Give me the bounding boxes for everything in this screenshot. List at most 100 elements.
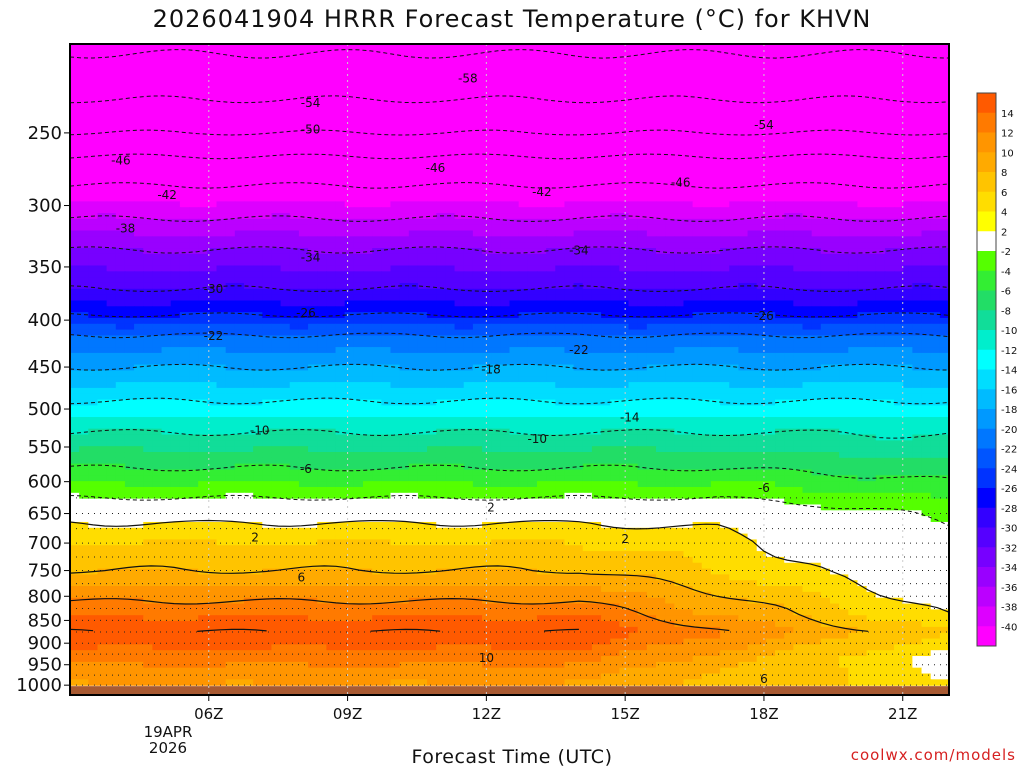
temperature-cell <box>179 236 190 243</box>
temperature-cell <box>170 265 181 272</box>
temperature-cell <box>637 306 648 313</box>
temperature-cell <box>518 143 529 150</box>
temperature-cell <box>427 113 437 121</box>
temperature-cell <box>317 125 327 133</box>
temperature-cell <box>738 265 749 272</box>
temperature-cell <box>637 224 648 232</box>
temperature-cell <box>381 253 392 261</box>
temperature-cell <box>381 323 392 331</box>
temperature-cell <box>491 125 501 133</box>
temperature-cell <box>848 143 859 150</box>
temperature-cell <box>253 160 263 168</box>
temperature-cell <box>610 108 620 115</box>
temperature-cell <box>536 282 547 290</box>
temperature-cell <box>280 125 291 133</box>
temperature-cell <box>179 148 190 156</box>
temperature-cell <box>472 84 483 92</box>
temperature-cell <box>161 341 172 348</box>
temperature-cell <box>463 73 474 80</box>
temperature-cell <box>207 282 218 290</box>
temperature-cell <box>500 294 511 302</box>
temperature-cell <box>829 125 840 133</box>
temperature-cell <box>152 90 163 98</box>
temperature-cell <box>115 341 126 348</box>
temperature-cell <box>710 113 721 121</box>
temperature-cell <box>344 323 355 331</box>
temperature-cell <box>308 73 318 80</box>
temperature-cell <box>811 306 822 313</box>
temperature-cell <box>894 125 904 133</box>
temperature-cell <box>161 96 172 103</box>
temperature-cell <box>115 67 126 74</box>
temperature-cell <box>207 201 218 208</box>
temperature-cell <box>326 335 337 342</box>
temperature-cell <box>317 143 327 150</box>
temperature-cell <box>124 102 135 109</box>
temperature-cell <box>152 329 163 337</box>
temperature-cell <box>243 125 254 133</box>
temperature-cell <box>417 67 428 74</box>
temperature-cell <box>225 242 236 249</box>
temperature-cell <box>271 67 282 74</box>
temperature-cell <box>775 294 785 302</box>
temperature-cell <box>637 312 648 319</box>
temperature-cell <box>207 230 218 237</box>
temperature-cell <box>692 44 703 51</box>
temperature-cell <box>79 154 89 162</box>
temperature-cell <box>390 277 401 284</box>
temperature-cell <box>70 73 80 80</box>
temperature-cell <box>729 259 740 267</box>
temperature-cell <box>335 207 346 214</box>
temperature-cell <box>811 323 822 331</box>
temperature-cell <box>427 306 437 313</box>
temperature-cell <box>912 294 923 302</box>
temperature-cell <box>417 172 428 179</box>
temperature-cell <box>591 44 602 51</box>
temperature-cell <box>839 341 849 348</box>
temperature-cell <box>271 172 282 179</box>
temperature-cell <box>784 125 794 133</box>
temperature-cell <box>253 195 263 202</box>
temperature-cell <box>225 277 236 284</box>
temperature-cell <box>253 78 263 86</box>
temperature-cell <box>170 49 181 57</box>
temperature-cell <box>372 61 382 68</box>
temperature-cell <box>930 224 941 232</box>
temperature-cell <box>884 335 895 342</box>
temperature-cell <box>463 277 474 284</box>
temperature-cell <box>170 277 181 284</box>
temperature-cell <box>601 312 611 319</box>
temperature-cell <box>143 259 154 267</box>
temperature-cell <box>848 306 859 313</box>
temperature-cell <box>582 78 593 86</box>
temperature-cell <box>546 49 556 57</box>
temperature-cell <box>161 172 172 179</box>
temperature-cell <box>820 335 831 342</box>
temperature-cell <box>637 300 648 307</box>
temperature-cell <box>894 300 904 307</box>
temperature-cell <box>839 207 849 214</box>
temperature-cell <box>738 96 749 103</box>
temperature-cell <box>710 323 721 331</box>
temperature-cell <box>747 277 758 284</box>
temperature-cell <box>143 84 154 92</box>
temperature-cell <box>793 172 804 179</box>
temperature-cell <box>784 113 794 121</box>
temperature-cell <box>509 125 520 133</box>
temperature-cell <box>326 271 337 278</box>
temperature-cell <box>253 218 263 226</box>
temperature-cell <box>298 213 309 220</box>
temperature-cell <box>701 119 712 127</box>
temperature-cell <box>289 253 300 261</box>
temperature-cell <box>527 172 538 179</box>
temperature-cell <box>399 96 410 103</box>
temperature-cell <box>656 108 666 115</box>
temperature-cell <box>115 73 126 80</box>
temperature-cell <box>436 178 447 185</box>
temperature-cell <box>683 248 694 255</box>
temperature-cell <box>427 288 437 296</box>
temperature-cell <box>820 207 831 214</box>
temperature-cell <box>747 271 758 278</box>
temperature-cell <box>555 183 566 191</box>
temperature-cell <box>97 84 108 92</box>
